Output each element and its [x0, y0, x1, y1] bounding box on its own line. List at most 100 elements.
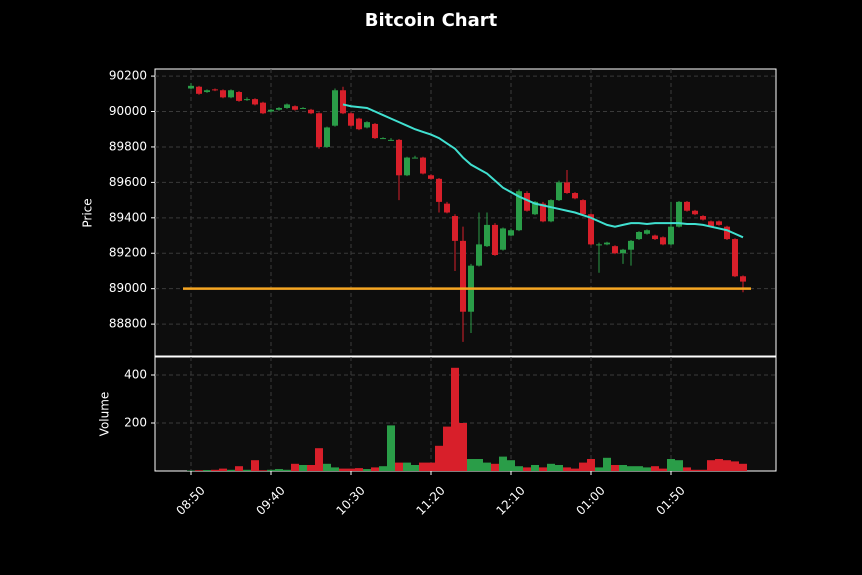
candle-body — [476, 244, 482, 266]
candle-body — [444, 203, 450, 213]
y-tick-label: 88800 — [109, 317, 147, 331]
volume-bar — [547, 463, 555, 471]
volume-bar — [563, 467, 571, 471]
candle-body — [188, 85, 194, 89]
volume-bar — [483, 462, 491, 471]
volume-bar — [363, 469, 371, 471]
candle-body — [332, 90, 338, 126]
candle-body — [716, 221, 722, 225]
chart-title: Bitcoin Chart — [365, 10, 498, 31]
candle-body — [724, 226, 730, 240]
volume-bar — [211, 469, 219, 471]
volume-bar — [683, 467, 691, 471]
candle-body — [196, 86, 202, 94]
candle-body — [228, 90, 234, 98]
candle-body — [660, 237, 666, 245]
candle-body — [524, 193, 530, 211]
volume-bar — [555, 465, 563, 471]
price-panel — [154, 68, 777, 357]
volume-bar — [739, 463, 747, 471]
volume-bar — [659, 468, 667, 471]
volume-bar — [427, 462, 435, 471]
volume-bar — [339, 468, 347, 471]
candle-body — [668, 226, 674, 245]
candle-body — [484, 224, 490, 247]
volume-bar — [731, 461, 739, 471]
candle-body — [452, 216, 458, 241]
candle-body — [276, 107, 282, 110]
volume-bar — [627, 466, 635, 471]
candle-body — [732, 239, 738, 277]
volume-bar — [603, 457, 611, 471]
candle-body — [740, 276, 746, 282]
volume-bar — [515, 466, 523, 471]
candle-body — [372, 123, 378, 139]
volume-bar — [651, 466, 659, 471]
candle-body — [548, 200, 554, 222]
candle-body — [700, 216, 706, 220]
candle-body — [508, 230, 514, 236]
candle-body — [308, 109, 314, 114]
volume-bar — [571, 468, 579, 471]
volume-axis-label: Volume — [98, 392, 112, 437]
candle-body — [436, 178, 442, 202]
volume-bar — [507, 460, 515, 471]
volume-bar — [331, 467, 339, 471]
volume-bar — [579, 462, 587, 471]
candle-body — [604, 242, 610, 245]
candle-body — [612, 246, 618, 254]
candle-body — [284, 104, 290, 108]
volume-bar — [587, 459, 595, 471]
volume-bar — [723, 460, 731, 471]
volume-bar — [523, 467, 531, 471]
candle-body — [492, 224, 498, 256]
y-tick-label: 89600 — [109, 175, 147, 189]
y-axis-label: Price — [81, 198, 95, 227]
candle-body — [356, 118, 362, 130]
volume-bar — [531, 465, 539, 471]
candle-body — [404, 157, 410, 176]
candle-body — [220, 90, 226, 98]
candle-body — [268, 109, 274, 112]
volume-bar — [443, 426, 451, 471]
candle-body — [588, 214, 594, 245]
y-tick-label: 89800 — [109, 139, 147, 153]
candle-body — [692, 210, 698, 215]
candle-body — [460, 240, 466, 312]
volume-bar — [267, 469, 275, 471]
volume-bar — [291, 463, 299, 471]
volume-bar — [315, 448, 323, 471]
candle-body — [580, 200, 586, 215]
candle-body — [684, 201, 690, 211]
candle-body — [628, 240, 634, 250]
candle-body — [212, 89, 218, 91]
volume-bar — [499, 456, 507, 471]
candle-body — [380, 138, 386, 140]
volume-bar — [539, 467, 547, 471]
candle-body — [388, 139, 394, 141]
volume-bar — [347, 468, 355, 471]
y-tick-label: 90000 — [109, 104, 147, 118]
candle-body — [412, 157, 418, 159]
volume-tick-label: 400 — [124, 368, 147, 382]
candle-body — [556, 182, 562, 201]
moving-average — [342, 103, 744, 239]
volume-bar — [227, 469, 235, 471]
volume-bar — [395, 462, 403, 471]
volume-bar — [675, 460, 683, 471]
volume-bar — [435, 445, 443, 471]
candle-body — [540, 203, 546, 222]
candle-body — [260, 102, 266, 114]
volume-bar — [459, 423, 467, 471]
candle-body — [348, 113, 354, 126]
volume-bar — [283, 469, 291, 471]
volume-bar — [387, 425, 395, 471]
volume-bar — [203, 470, 211, 471]
candle-body — [516, 191, 522, 231]
candle-body — [500, 228, 506, 250]
volume-bar — [323, 463, 331, 471]
volume-bar — [667, 459, 675, 471]
volume-bar — [243, 469, 251, 471]
volume-bar — [355, 468, 363, 471]
